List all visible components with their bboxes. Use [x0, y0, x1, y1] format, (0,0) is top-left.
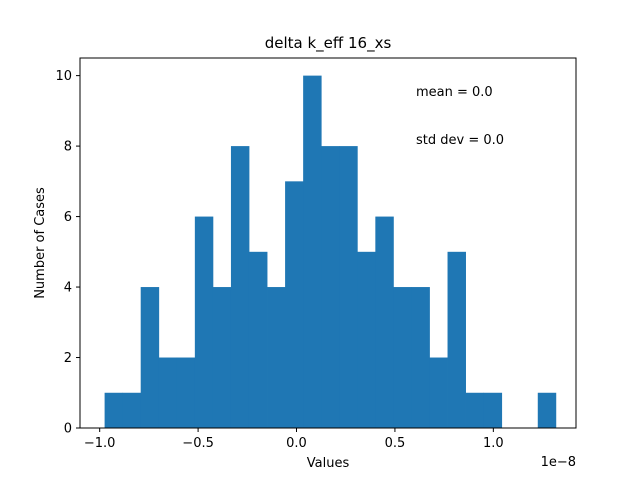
histogram-bar	[447, 251, 466, 428]
histogram-bar	[248, 251, 268, 428]
histogram-bar	[122, 392, 142, 428]
histogram-bar	[537, 392, 557, 428]
x-tick-label: 0.0	[286, 436, 307, 451]
bar-group	[104, 75, 557, 428]
histogram-bar	[357, 251, 376, 428]
histogram-bar	[429, 357, 448, 428]
histogram-bar	[321, 146, 340, 428]
histogram-bar	[140, 287, 160, 428]
y-tick-label: 8	[64, 140, 72, 155]
y-tick-label: 4	[64, 281, 72, 296]
x-scale-offset-label: 1e−8	[541, 455, 576, 470]
histogram-bar	[411, 287, 430, 428]
y-tick-label: 6	[64, 210, 72, 225]
std-dev-annotation: std dev = 0.0	[416, 133, 504, 148]
histogram-bar	[104, 392, 124, 428]
y-axis-label: Number of Cases	[33, 187, 48, 299]
y-axis-ticks: 0 2 4 6 8 10	[55, 69, 80, 437]
histogram-bar	[483, 392, 503, 428]
histogram-bar	[285, 181, 304, 428]
chart-title: delta k_eff 16_xs	[265, 34, 392, 53]
plot-frame	[79, 57, 577, 429]
histogram-bar	[230, 146, 250, 428]
y-tick-label: 10	[55, 69, 72, 84]
x-tick-label: −0.5	[182, 436, 214, 451]
histogram-bar	[375, 216, 394, 428]
mean-annotation: mean = 0.0	[416, 85, 493, 100]
histogram-bar	[212, 287, 232, 428]
histogram-bar	[339, 146, 358, 428]
histogram-bar	[465, 392, 485, 428]
histogram-bar	[267, 287, 286, 428]
histogram-bar	[393, 287, 412, 428]
histogram-bar	[303, 75, 322, 428]
y-tick-label: 2	[64, 351, 72, 366]
x-tick-label: −1.0	[84, 436, 116, 451]
x-tick-label: 0.5	[385, 436, 406, 451]
x-tick-label: 1.0	[483, 436, 504, 451]
x-axis-label: Values	[307, 456, 350, 471]
histogram-bar	[176, 357, 196, 428]
y-tick-label: 0	[64, 422, 72, 437]
histogram-bar	[194, 216, 214, 428]
histogram-bar	[158, 357, 178, 428]
x-axis-ticks: −1.0 −0.5 0.0 0.5 1.0	[84, 428, 504, 451]
